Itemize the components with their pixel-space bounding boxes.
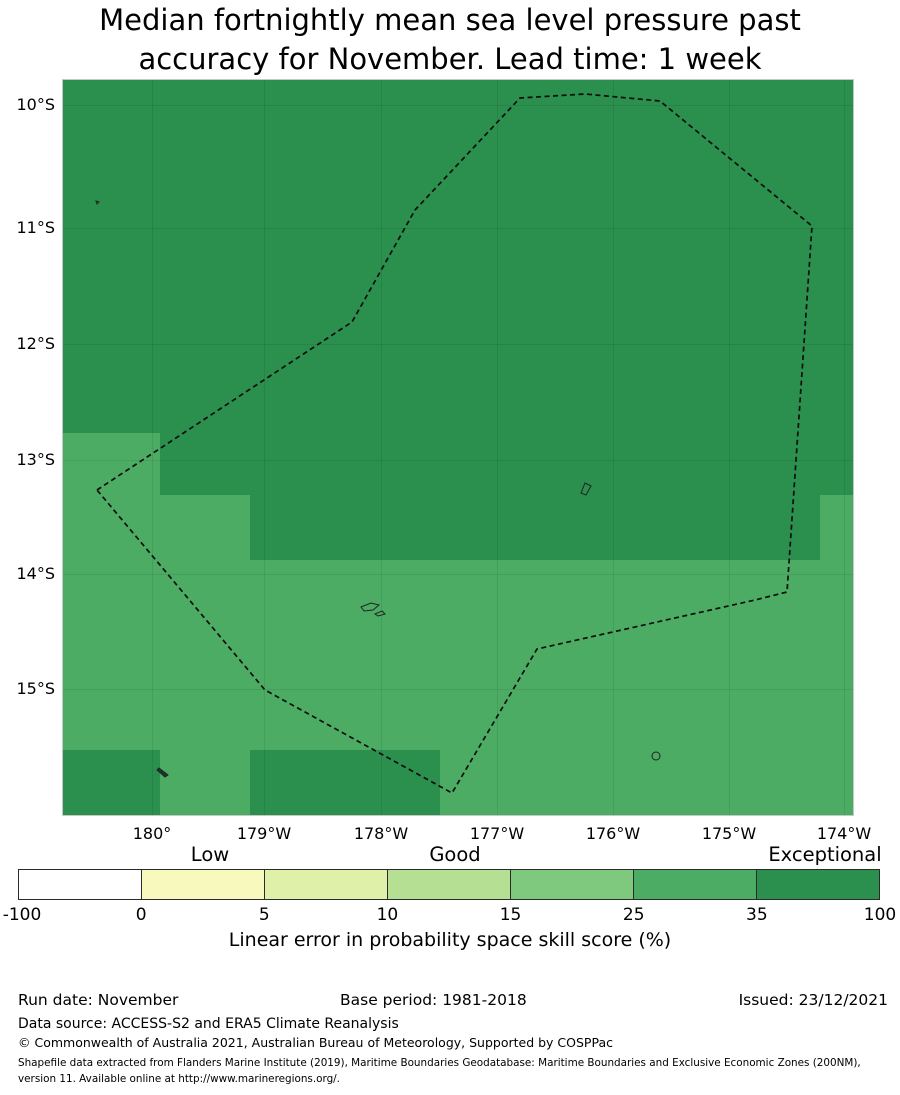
- lat-tick-label: 10°S: [16, 95, 55, 114]
- gridline-longitude: [264, 80, 265, 815]
- gridline-latitude: [63, 689, 853, 690]
- chart-title: Median fortnightly mean sea level pressu…: [0, 1, 900, 79]
- lon-tick-label: 180°: [132, 824, 172, 843]
- lat-tick-label: 12°S: [16, 334, 55, 353]
- gridline-longitude: [613, 80, 614, 815]
- map-overlay: [95, 93, 813, 795]
- lon-tick-label: 176°W: [585, 824, 641, 843]
- map-cell-band-25-35: [63, 495, 250, 560]
- island-outline: [651, 751, 661, 761]
- lon-tick-label: 179°W: [236, 824, 292, 843]
- gridline-longitude: [497, 80, 498, 815]
- chart-title-line2: accuracy for November. Lead time: 1 week: [138, 42, 762, 76]
- data-source-text: Data source: ACCESS-S2 and ERA5 Climate …: [18, 1016, 399, 1032]
- lat-tick-label: 11°S: [16, 218, 55, 237]
- colorbar-segment-6: [756, 870, 879, 899]
- colorbar-segment-4: [510, 870, 633, 899]
- gridline-latitude: [63, 228, 853, 229]
- lat-tick-label: 13°S: [16, 450, 55, 469]
- colorbar-tick-label: 100: [863, 905, 897, 925]
- colorbar-segment-1: [141, 870, 264, 899]
- map-cell-band-25-35: [820, 495, 853, 560]
- colorbar-segment-5: [633, 870, 756, 899]
- issued-date-text: Issued: 23/12/2021: [738, 991, 888, 1009]
- gridline-longitude: [381, 80, 382, 815]
- gridline-latitude: [63, 344, 853, 345]
- chart-title-line1: Median fortnightly mean sea level pressu…: [99, 3, 801, 37]
- eez-boundary-line: [95, 93, 813, 795]
- island-outline: [156, 767, 169, 778]
- skill-label-good: Good: [429, 843, 481, 866]
- skill-label-exceptional: Exceptional: [768, 843, 882, 866]
- gridline-latitude: [63, 460, 853, 461]
- skill-label-low: Low: [190, 843, 230, 866]
- colorbar-tick-label: -100: [2, 905, 42, 925]
- island-outline: [580, 482, 592, 496]
- island-outline: [373, 610, 386, 617]
- gridline-longitude: [844, 80, 845, 815]
- gridline-longitude: [152, 80, 153, 815]
- lat-tick-label: 15°S: [16, 679, 55, 698]
- colorbar-segment-3: [387, 870, 510, 899]
- colorbar-tick-label: 35: [746, 905, 768, 925]
- island-outline: [360, 602, 381, 612]
- copyright-text: © Commonwealth of Australia 2021, Austra…: [18, 1035, 613, 1050]
- lon-tick-label: 177°W: [469, 824, 525, 843]
- colorbar-axis-label: Linear error in probability space skill …: [228, 929, 672, 951]
- map-cell-band-25-35: [440, 750, 853, 815]
- map-plot: [62, 79, 854, 816]
- colorbar-tick-label: 15: [499, 905, 522, 925]
- colorbar-tick-label: 10: [376, 905, 399, 925]
- base-period-text: Base period: 1981-2018: [340, 991, 527, 1009]
- lat-tick-label: 14°S: [16, 564, 55, 583]
- gridline-longitude: [729, 80, 730, 815]
- colorbar-tick-label: 0: [135, 905, 147, 925]
- gridline-latitude: [63, 105, 853, 106]
- lon-tick-label: 174°W: [816, 824, 872, 843]
- colorbar-segment-0: [19, 870, 141, 899]
- shapefile-note-text: Shapefile data extracted from Flanders M…: [18, 1057, 861, 1085]
- colorbar-tick-label: 25: [622, 905, 645, 925]
- map-cell-band-25-35: [63, 560, 853, 750]
- lon-tick-label: 175°W: [701, 824, 757, 843]
- colorbar-segment-2: [264, 870, 387, 899]
- map-cell-band-25-35: [63, 433, 160, 495]
- colorbar-tick-label: 5: [258, 905, 270, 925]
- island-outline: [95, 200, 100, 205]
- colorbar: [18, 869, 880, 900]
- run-date-text: Run date: November: [18, 991, 179, 1009]
- map-cell-band-25-35: [160, 750, 250, 815]
- lon-tick-label: 178°W: [353, 824, 409, 843]
- gridline-latitude: [63, 574, 853, 575]
